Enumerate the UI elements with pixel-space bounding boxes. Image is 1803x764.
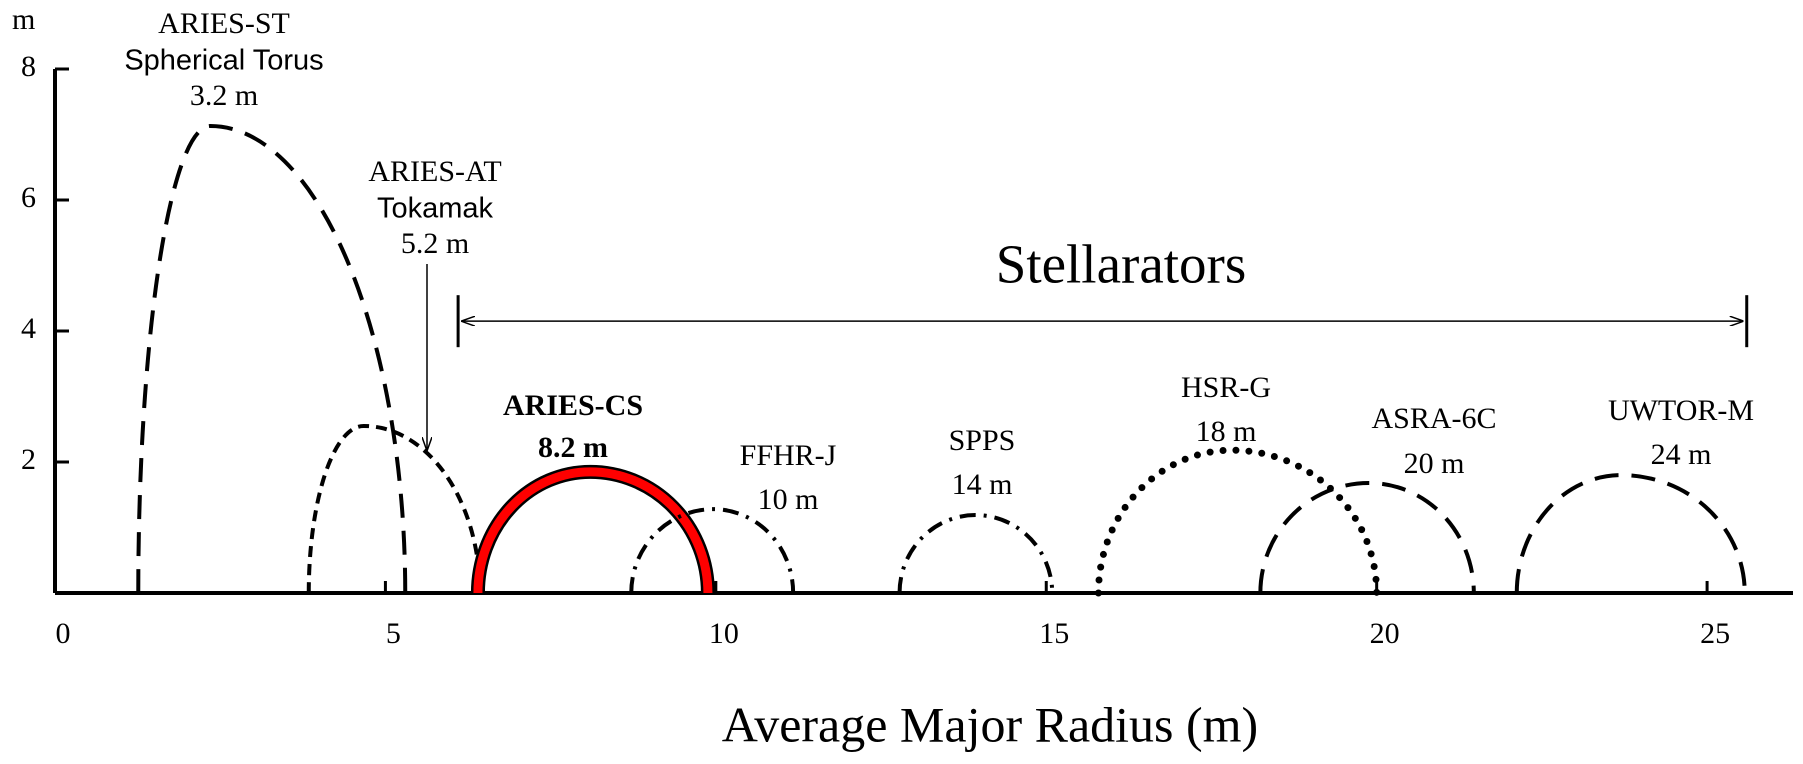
x-axis-label: Average Major Radius (m)	[722, 696, 1258, 752]
device-name: SPPS	[949, 424, 1016, 457]
y-tick-label: 6	[21, 181, 36, 214]
plasma-shape	[306, 423, 482, 594]
plasma-shape	[1514, 473, 1747, 594]
plasma-shape	[1258, 480, 1476, 594]
plasma-shape	[473, 467, 713, 594]
x-tick-label: 20	[1370, 617, 1400, 650]
device-name: ARIES-AT	[368, 155, 501, 188]
device-name: UWTOR-M	[1608, 394, 1754, 427]
x-tick-label: 0	[56, 617, 71, 650]
device-type: Tokamak	[377, 193, 494, 225]
device-radius: 24 m	[1651, 438, 1712, 471]
x-tick-label: 25	[1700, 617, 1730, 650]
x-tick-label: 10	[709, 617, 739, 650]
annotation-text: Stellarators	[996, 234, 1246, 295]
plasma-shape	[897, 513, 1055, 594]
device-name: FFHR-J	[740, 439, 837, 472]
device-name: ARIES-ST	[158, 7, 290, 40]
y-tick-label: 8	[21, 50, 36, 83]
plasma-shape	[1094, 446, 1381, 597]
device-radius: 5.2 m	[401, 227, 469, 260]
x-tick-label: 5	[386, 617, 401, 650]
device-name: HSR-G	[1181, 371, 1271, 404]
device-radius: 3.2 m	[190, 79, 258, 112]
x-tick-label: 15	[1039, 617, 1069, 650]
plasma-outline	[470, 464, 715, 594]
plasma-shape	[136, 123, 408, 594]
device-name: ASRA-6C	[1371, 402, 1496, 435]
device-radius: 14 m	[952, 468, 1013, 501]
device-radius: 10 m	[758, 483, 819, 516]
device-name: ARIES-CS	[503, 389, 643, 422]
device-radius: 20 m	[1404, 447, 1465, 480]
y-tick-label: 4	[21, 312, 36, 345]
y-axis-label: m	[12, 3, 35, 36]
device-radius: 18 m	[1196, 415, 1257, 448]
device-type: Spherical Torus	[124, 45, 323, 77]
device-radius: 8.2 m	[538, 431, 608, 464]
y-tick-label: 2	[21, 443, 36, 476]
plasma-shape	[629, 507, 796, 594]
